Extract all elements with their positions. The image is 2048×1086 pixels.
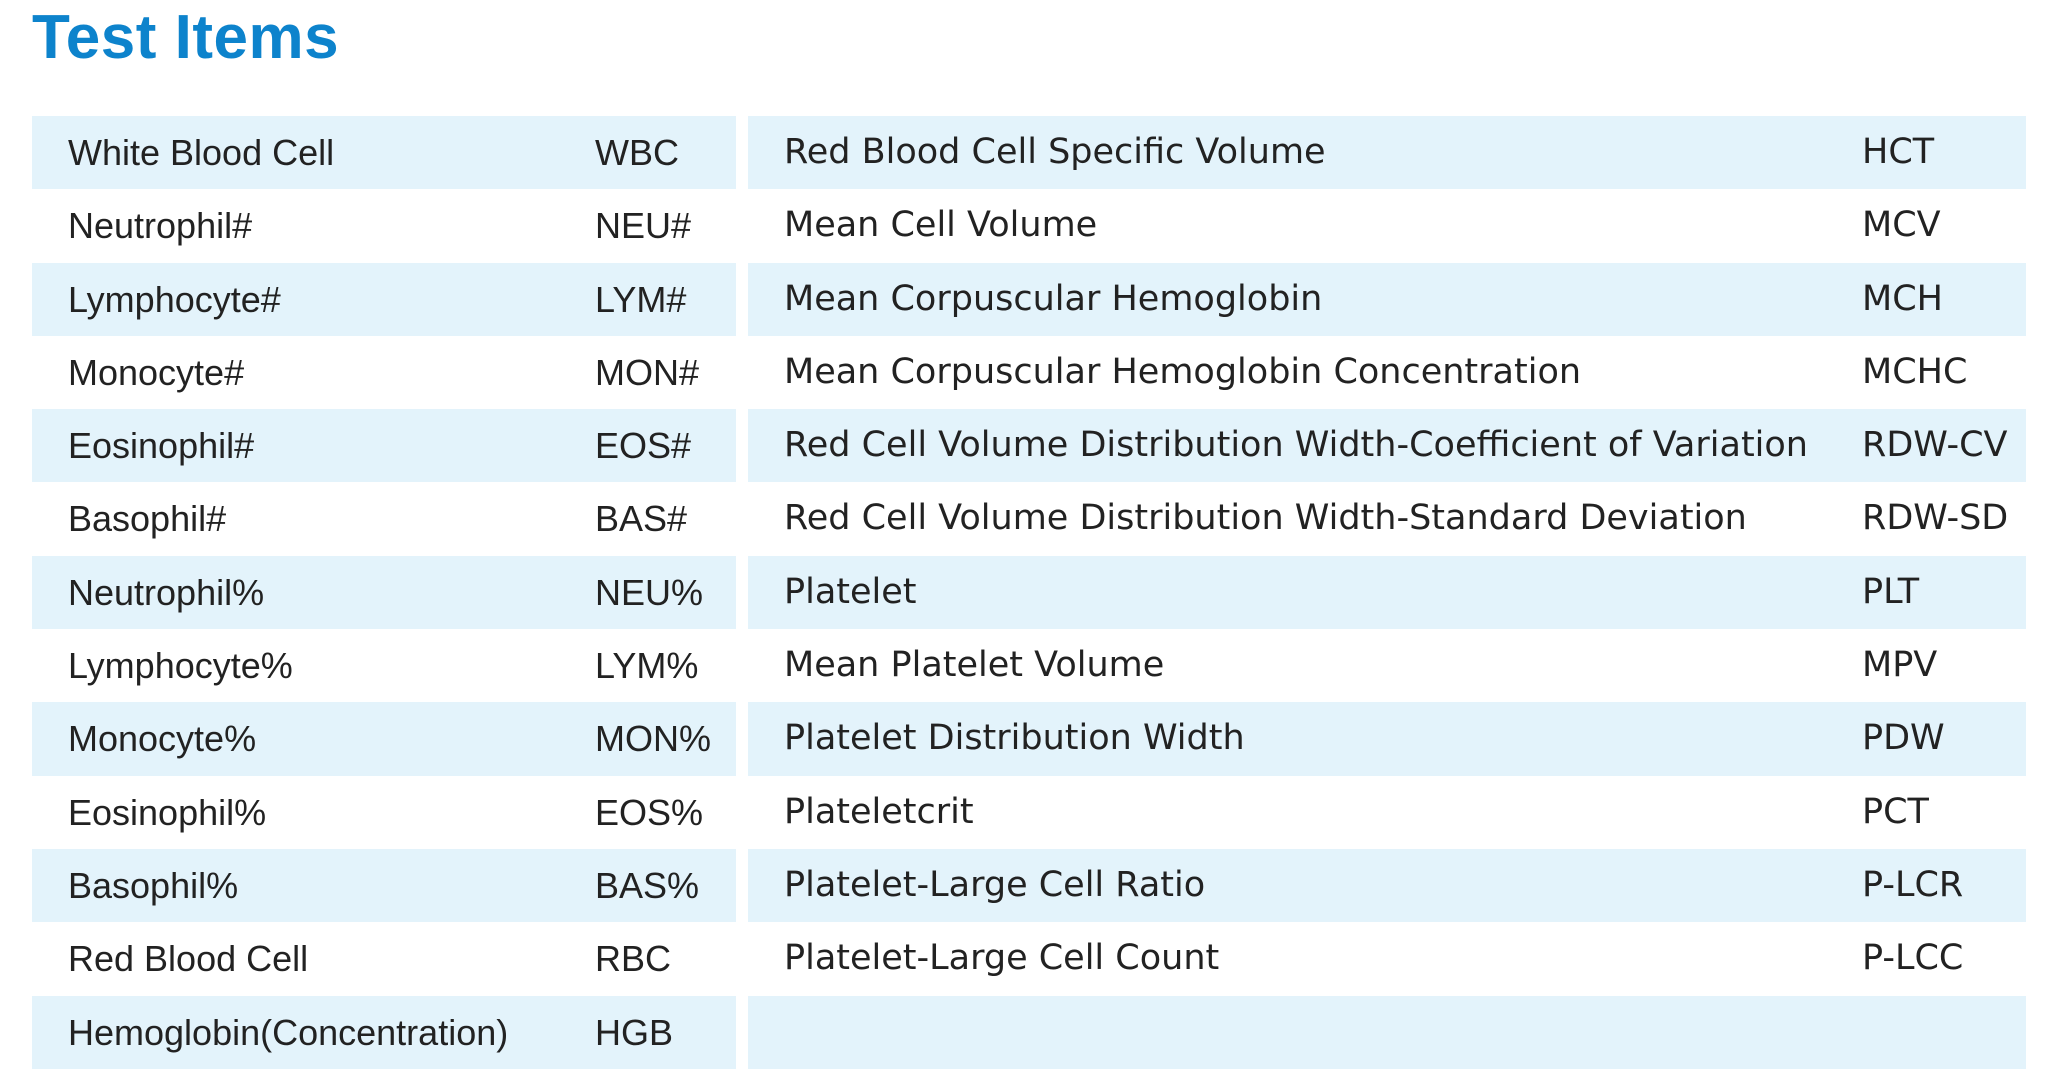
table-row: Lymphocyte% LYM% — [32, 629, 736, 702]
test-item-name: Eosinophil% — [68, 791, 267, 833]
table-row: Lymphocyte# LYM# — [32, 262, 736, 336]
test-item-name: Mean Platelet Volume — [784, 645, 1165, 686]
table-row — [748, 995, 2026, 1069]
table-row: Red Blood Cell Specific Volume HCT — [748, 116, 2026, 190]
test-item-name: Mean Corpuscular Hemoglobin — [784, 278, 1323, 319]
table-row: Eosinophil% EOS% — [32, 776, 736, 849]
test-item-abbreviation: BAS# — [595, 498, 688, 540]
table-row: Platelet Distribution Width PDW — [748, 702, 2026, 776]
test-item-name: Basophil% — [68, 864, 239, 906]
test-item-name: Red Blood Cell Specific Volume — [784, 132, 1326, 172]
test-item-abbreviation: WBC — [595, 132, 679, 173]
test-item-abbreviation: MPV — [1862, 645, 1938, 686]
table-row: Mean Corpuscular Hemoglobin Concentratio… — [748, 336, 2026, 409]
test-item-abbreviation: NEU% — [595, 571, 704, 613]
test-item-name: Platelet Distribution Width — [784, 718, 1245, 759]
test-item-abbreviation: PCT — [1862, 791, 1929, 832]
test-item-abbreviation: P-LCR — [1862, 864, 1964, 905]
test-item-abbreviation: LYM% — [595, 645, 699, 687]
test-item-name: Platelet — [784, 571, 917, 612]
table-row: Mean Corpuscular Hemoglobin MCH — [748, 262, 2026, 336]
table-row: Red Blood Cell RBC — [32, 922, 736, 995]
test-item-name: Plateletcrit — [784, 791, 974, 832]
table-row: Red Cell Volume Distribution Width-Stand… — [748, 482, 2026, 555]
test-item-name: Platelet-Large Cell Ratio — [784, 864, 1206, 905]
test-item-abbreviation: HGB — [595, 1011, 674, 1053]
test-item-abbreviation: MON% — [595, 718, 711, 760]
table-row: Platelet PLT — [748, 555, 2026, 630]
test-item-abbreviation: NEU# — [595, 205, 692, 247]
test-item-name: Mean Cell Volume — [784, 205, 1098, 246]
test-item-abbreviation: EOS% — [595, 791, 704, 833]
test-item-name: Lymphocyte% — [68, 645, 293, 687]
test-item-name: Red Cell Volume Distribution Width-Coeff… — [784, 425, 1808, 466]
table-row: Plateletcrit PCT — [748, 776, 2026, 849]
test-item-abbreviation: LYM# — [595, 278, 687, 320]
test-item-abbreviation: RDW-CV — [1862, 425, 2008, 466]
table-row: Red Cell Volume Distribution Width-Coeff… — [748, 409, 2026, 483]
test-item-abbreviation: PDW — [1862, 718, 1945, 759]
table-row: Monocyte# MON# — [32, 336, 736, 409]
table-row: Hemoglobin(Concentration) HGB — [32, 995, 736, 1069]
table-row: White Blood Cell WBC — [32, 116, 736, 190]
table-row: Basophil% BAS% — [32, 848, 736, 923]
test-item-name: Platelet-Large Cell Count — [784, 938, 1220, 979]
table-row: Neutrophil# NEU# — [32, 189, 736, 262]
test-item-abbreviation: RDW-SD — [1862, 498, 2009, 539]
table-row: Platelet-Large Cell Ratio P-LCR — [748, 848, 2026, 923]
test-item-abbreviation: EOS# — [595, 425, 692, 467]
table-row: Mean Platelet Volume MPV — [748, 629, 2026, 702]
test-item-abbreviation: MON# — [595, 351, 700, 393]
test-item-abbreviation: PLT — [1862, 571, 1920, 612]
test-item-abbreviation: HCT — [1862, 132, 1935, 172]
table-row: Monocyte% MON% — [32, 702, 736, 776]
test-item-name: Eosinophil# — [68, 425, 255, 467]
left-test-items-table: White Blood Cell WBC Neutrophil# NEU# Lympho… — [32, 116, 736, 1069]
test-item-name: Basophil# — [68, 498, 227, 540]
test-item-name: Red Cell Volume Distribution Width-Stand… — [784, 498, 1747, 539]
table-row: Neutrophil% NEU% — [32, 555, 736, 630]
test-item-name: White Blood Cell — [68, 132, 335, 173]
test-item-name: Lymphocyte# — [68, 278, 281, 320]
test-item-name: Hemoglobin(Concentration) — [68, 1011, 509, 1053]
test-item-abbreviation: MCHC — [1862, 351, 1968, 392]
table-row: Eosinophil# EOS# — [32, 409, 736, 483]
test-item-abbreviation: P-LCC — [1862, 938, 1964, 979]
test-item-name: Monocyte% — [68, 718, 257, 760]
table-row: Mean Cell Volume MCV — [748, 189, 2026, 262]
test-item-name: Mean Corpuscular Hemoglobin Concentratio… — [784, 351, 1582, 392]
test-item-abbreviation: MCV — [1862, 205, 1941, 246]
test-item-name: Monocyte# — [68, 351, 245, 393]
test-item-abbreviation: MCH — [1862, 278, 1943, 319]
test-item-abbreviation: RBC — [595, 938, 672, 980]
test-item-name: Neutrophil# — [68, 205, 253, 247]
table-row: Basophil# BAS# — [32, 482, 736, 555]
table-row: Platelet-Large Cell Count P-LCC — [748, 922, 2026, 995]
right-test-items-table: Red Blood Cell Specific Volume HCT Mean Ce… — [748, 116, 2026, 1069]
test-item-abbreviation: BAS% — [595, 864, 700, 906]
test-item-name: Neutrophil% — [68, 571, 265, 613]
page-title: Test Items — [32, 3, 340, 72]
test-item-name: Red Blood Cell — [68, 938, 309, 980]
